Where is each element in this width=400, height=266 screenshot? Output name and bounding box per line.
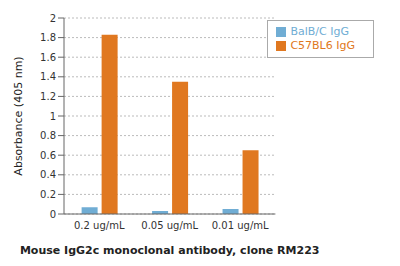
svg-text:1.6: 1.6 <box>40 52 56 63</box>
svg-text:0: 0 <box>50 209 56 220</box>
svg-text:0.01 ug/mL: 0.01 ug/mL <box>212 220 269 231</box>
svg-text:1: 1 <box>50 111 56 122</box>
svg-text:Absorbance (405 nm): Absorbance (405 nm) <box>12 56 25 175</box>
svg-text:0.2: 0.2 <box>40 189 56 200</box>
svg-text:0.05 ug/mL: 0.05 ug/mL <box>141 220 198 231</box>
svg-text:1.2: 1.2 <box>40 91 56 102</box>
svg-text:1.4: 1.4 <box>40 71 56 82</box>
html-text:BalB/C IgG: BalB/C IgG <box>290 25 349 38</box>
svg-text:0.6: 0.6 <box>40 150 56 161</box>
svg-text:2: 2 <box>50 13 56 24</box>
svg-text:0.8: 0.8 <box>40 130 56 141</box>
svg-text:0.2 ug/mL: 0.2 ug/mL <box>74 220 125 231</box>
html-text:C57BL6 IgG: C57BL6 IgG <box>290 39 355 52</box>
svg-text:Mouse IgG2c monoclonal antibod: Mouse IgG2c monoclonal antibody, clone R… <box>20 244 320 257</box>
svg-text:0.4: 0.4 <box>40 169 56 180</box>
svg-text:1.8: 1.8 <box>40 32 56 43</box>
